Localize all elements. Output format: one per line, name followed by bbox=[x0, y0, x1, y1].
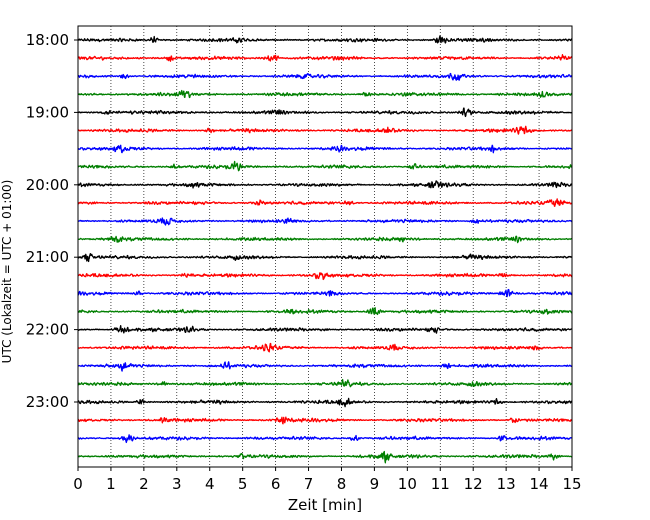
y-axis-title: UTC (Lokalzeit = UTC + 01:00) bbox=[0, 180, 14, 364]
y-tick-label: 21:00 bbox=[26, 248, 69, 266]
x-tick-label: 12 bbox=[464, 475, 483, 493]
x-tick-label: 4 bbox=[205, 475, 215, 493]
trace-2200 bbox=[77, 325, 573, 334]
x-tick-label: 3 bbox=[172, 475, 182, 493]
x-tick-label: 8 bbox=[337, 475, 347, 493]
trace-2045 bbox=[77, 235, 573, 244]
x-tick-label: 13 bbox=[497, 475, 516, 493]
trace-2330 bbox=[77, 434, 573, 444]
y-tick-label: 19:00 bbox=[26, 103, 69, 121]
trace-1815 bbox=[77, 54, 573, 62]
trace-2315 bbox=[77, 416, 573, 425]
x-tick-label: 15 bbox=[562, 475, 581, 493]
trace-1930 bbox=[77, 144, 573, 154]
y-tick-label: 22:00 bbox=[26, 321, 69, 339]
ticks: 0 1 2 3 4 5 6 7 8 9 10 11 12 13 14 1518:0019:0020:0021:… bbox=[26, 31, 582, 493]
trace-2015 bbox=[77, 198, 573, 207]
x-tick-label: 10 bbox=[398, 475, 417, 493]
y-tick-label: 18:00 bbox=[26, 31, 69, 49]
x-tick-label: 6 bbox=[271, 475, 281, 493]
trace-2300 bbox=[77, 397, 573, 408]
trace-2100 bbox=[77, 253, 573, 263]
trace-2000 bbox=[77, 180, 573, 189]
trace-1830 bbox=[77, 72, 573, 81]
x-tick-label: 1 bbox=[106, 475, 116, 493]
trace-2145 bbox=[77, 307, 573, 316]
x-axis-title: Zeit [min] bbox=[288, 496, 362, 514]
y-tick-label: 20:00 bbox=[26, 176, 69, 194]
y-tick-label: 23:00 bbox=[26, 393, 69, 411]
x-tick-label: 5 bbox=[238, 475, 248, 493]
trace-2230 bbox=[77, 361, 573, 372]
trace-2030 bbox=[77, 217, 573, 226]
x-tick-label: 14 bbox=[530, 475, 549, 493]
traces bbox=[77, 35, 573, 464]
trace-1945 bbox=[77, 160, 573, 172]
x-tick-label: 11 bbox=[431, 475, 450, 493]
x-tick-label: 2 bbox=[139, 475, 149, 493]
trace-2215 bbox=[77, 342, 573, 353]
trace-2345 bbox=[77, 450, 573, 464]
trace-1915 bbox=[77, 125, 573, 135]
trace-2130 bbox=[77, 288, 573, 298]
x-tick-label: 0 bbox=[73, 475, 83, 493]
x-tick-label: 9 bbox=[370, 475, 380, 493]
x-tick-label: 7 bbox=[304, 475, 314, 493]
trace-1845 bbox=[77, 89, 573, 99]
trace-1800 bbox=[77, 35, 573, 44]
trace-2115 bbox=[77, 272, 573, 281]
trace-1900 bbox=[77, 107, 573, 118]
trace-2245 bbox=[77, 378, 573, 388]
plot-frame bbox=[77, 25, 573, 468]
